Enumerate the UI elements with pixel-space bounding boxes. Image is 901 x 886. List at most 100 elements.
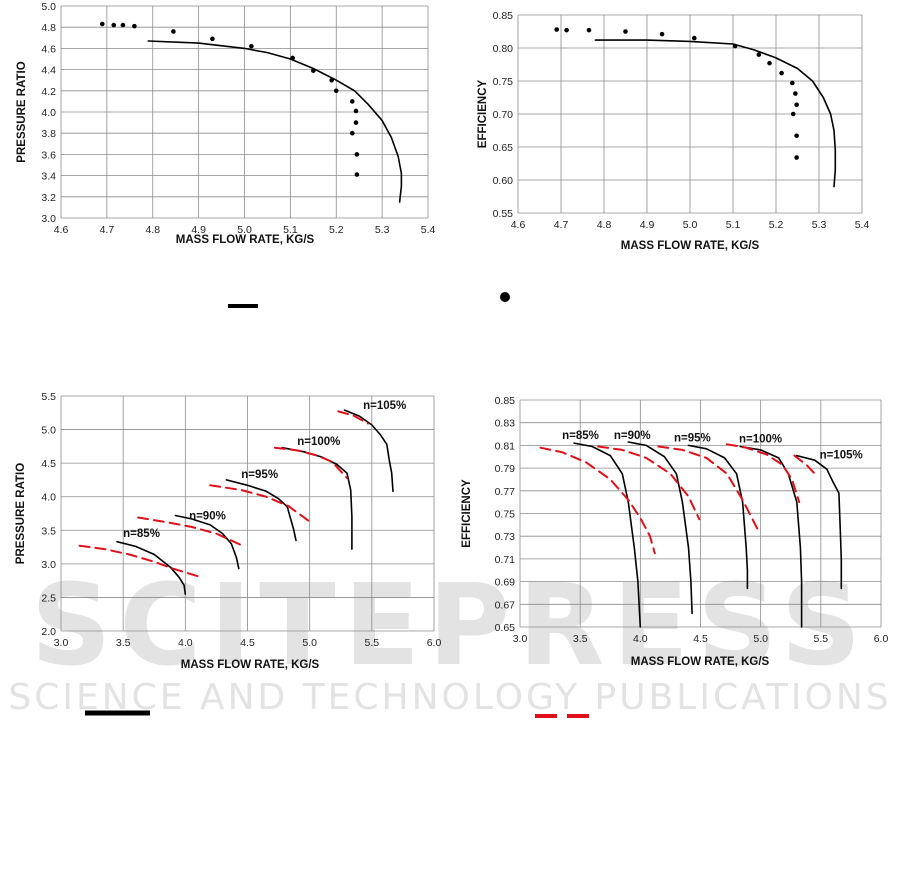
data-point-marker	[732, 43, 738, 49]
watermark: SCITEPRESS SCIENCE AND TECHNOLOGY PUBLIC…	[8, 561, 891, 718]
y-tick-label: 0.60	[493, 175, 514, 187]
dashed-series-line	[597, 445, 701, 521]
data-point-marker	[329, 77, 334, 83]
data-point-marker	[790, 80, 795, 86]
x-axis-label: MASS FLOW RATE, KG/S	[181, 659, 320, 671]
dashed-series-line	[273, 446, 348, 479]
y-tick-label: 4.4	[41, 65, 56, 77]
x-tick-label: 4.8	[597, 219, 612, 231]
data-point-marker	[350, 130, 355, 136]
y-axis-label: PRESSURE RATIO	[15, 463, 27, 564]
data-point-marker	[353, 108, 359, 114]
legend-marker-top	[500, 292, 510, 302]
efficiency-top-chart: 4.6 4.7 4.8 4.9 5.0 5.1 5.2 5.3 5.4 0.55 0.60 0.65 0…	[477, 10, 869, 252]
x-tick-label: 5.3	[812, 219, 827, 231]
y-tick-label: 5.5	[41, 391, 56, 403]
x-tick-label: 5.2	[329, 224, 344, 236]
data-point-marker	[350, 99, 355, 104]
x-tick-label: 3.5	[116, 637, 131, 649]
data-point-marker	[354, 172, 360, 177]
data-point-marker	[564, 27, 569, 33]
y-tick-label: 3.2	[41, 192, 56, 204]
data-point-marker	[779, 70, 784, 76]
x-tick-label: 5.4	[855, 219, 870, 231]
y-tick-label: 0.85	[495, 395, 516, 407]
x-tick-label: 6.0	[874, 633, 889, 645]
y-tick-label: 0.70	[493, 109, 514, 121]
speed-line-label: n=105%	[363, 400, 406, 412]
solid-series-line	[739, 445, 803, 628]
data-point-marker	[767, 60, 772, 66]
dashed-series-line	[78, 544, 203, 579]
data-point-marker	[132, 23, 137, 29]
solid-series-line	[687, 444, 749, 590]
x-tick-label: 5.5	[814, 633, 829, 645]
x-tick-label: 5.2	[769, 219, 784, 231]
speed-line-label: n=100%	[297, 436, 340, 448]
x-axis-label: MASS FLOW RATE, KG/S	[176, 234, 315, 246]
speed-line-label: n=90%	[189, 511, 226, 523]
solid-series-line	[225, 479, 297, 542]
x-tick-label: 5.5	[365, 637, 380, 649]
x-tick-label: 3.0	[513, 633, 528, 645]
dashed-series-line	[137, 516, 243, 547]
dashed-series-line	[657, 445, 760, 532]
data-point-marker	[290, 55, 295, 61]
y-tick-label: 0.65	[495, 622, 516, 634]
data-point-marker	[794, 133, 799, 139]
x-tick-label: 4.8	[145, 224, 160, 236]
y-tick-label: 0.73	[495, 531, 516, 543]
solid-series-line	[627, 441, 693, 615]
solid-series-line	[573, 442, 642, 628]
y-tick-label: 3.5	[41, 525, 56, 537]
solid-series-line	[147, 40, 403, 203]
y-tick-label: 4.2	[41, 86, 56, 98]
data-point-marker	[99, 21, 105, 27]
y-tick-label: 0.83	[495, 418, 516, 430]
y-tick-label: 0.75	[493, 76, 514, 88]
y-tick-label: 2.5	[41, 592, 56, 604]
y-tick-label: 5.0	[41, 1, 56, 13]
x-tick-label: 5.0	[753, 633, 768, 645]
dashed-series-line	[726, 443, 801, 504]
x-tick-label: 4.7	[554, 219, 569, 231]
data-point-marker	[794, 102, 799, 108]
x-tick-label: 5.0	[683, 219, 698, 231]
data-point-marker	[353, 120, 359, 125]
x-tick-label: 4.6	[54, 224, 69, 236]
speed-line-label: n=100%	[739, 434, 782, 446]
data-point-marker	[692, 35, 697, 41]
y-tick-label: 0.85	[493, 10, 514, 22]
x-tick-label: 4.5	[240, 637, 255, 649]
y-tick-label: 4.6	[41, 43, 56, 55]
y-tick-label: 5.0	[41, 425, 56, 437]
x-tick-label: 4.0	[178, 637, 193, 649]
solid-series-line	[796, 454, 843, 590]
y-tick-label: 0.67	[495, 599, 516, 611]
x-tick-label: 4.6	[511, 219, 526, 231]
x-tick-label: 3.0	[54, 637, 69, 649]
data-point-marker	[249, 43, 254, 49]
y-tick-label: 3.6	[41, 149, 56, 161]
y-tick-label: 3.4	[41, 171, 56, 183]
x-tick-label: 5.0	[237, 224, 252, 236]
y-tick-label: 0.77	[495, 486, 516, 498]
y-tick-label: 4.0	[41, 107, 56, 119]
data-point-marker	[354, 152, 360, 157]
dashed-series-line	[793, 454, 816, 475]
solid-series-line	[174, 514, 240, 570]
y-tick-label: 0.79	[495, 463, 516, 475]
speed-line-label: n=95%	[241, 469, 278, 481]
y-tick-label: 4.8	[41, 22, 56, 34]
pressure-ratio-top-chart: 4.6 4.7 4.8 4.9 5.0 5.1 5.2 5.3 5.4 3.0 3.2 3.4 3.6 3…	[16, 1, 435, 246]
x-axis-label: MASS FLOW RATE, KG/S	[621, 240, 760, 252]
y-tick-label: 0.55	[493, 208, 514, 220]
solid-series-line	[343, 409, 394, 493]
x-tick-label: 3.5	[573, 633, 588, 645]
watermark-subtitle: SCIENCE AND TECHNOLOGY PUBLICATIONS	[8, 677, 891, 718]
data-point-marker	[311, 68, 316, 73]
y-tick-label: 2.0	[41, 626, 56, 638]
watermark-title: SCITEPRESS	[31, 561, 870, 691]
y-tick-label: 0.80	[493, 43, 514, 55]
